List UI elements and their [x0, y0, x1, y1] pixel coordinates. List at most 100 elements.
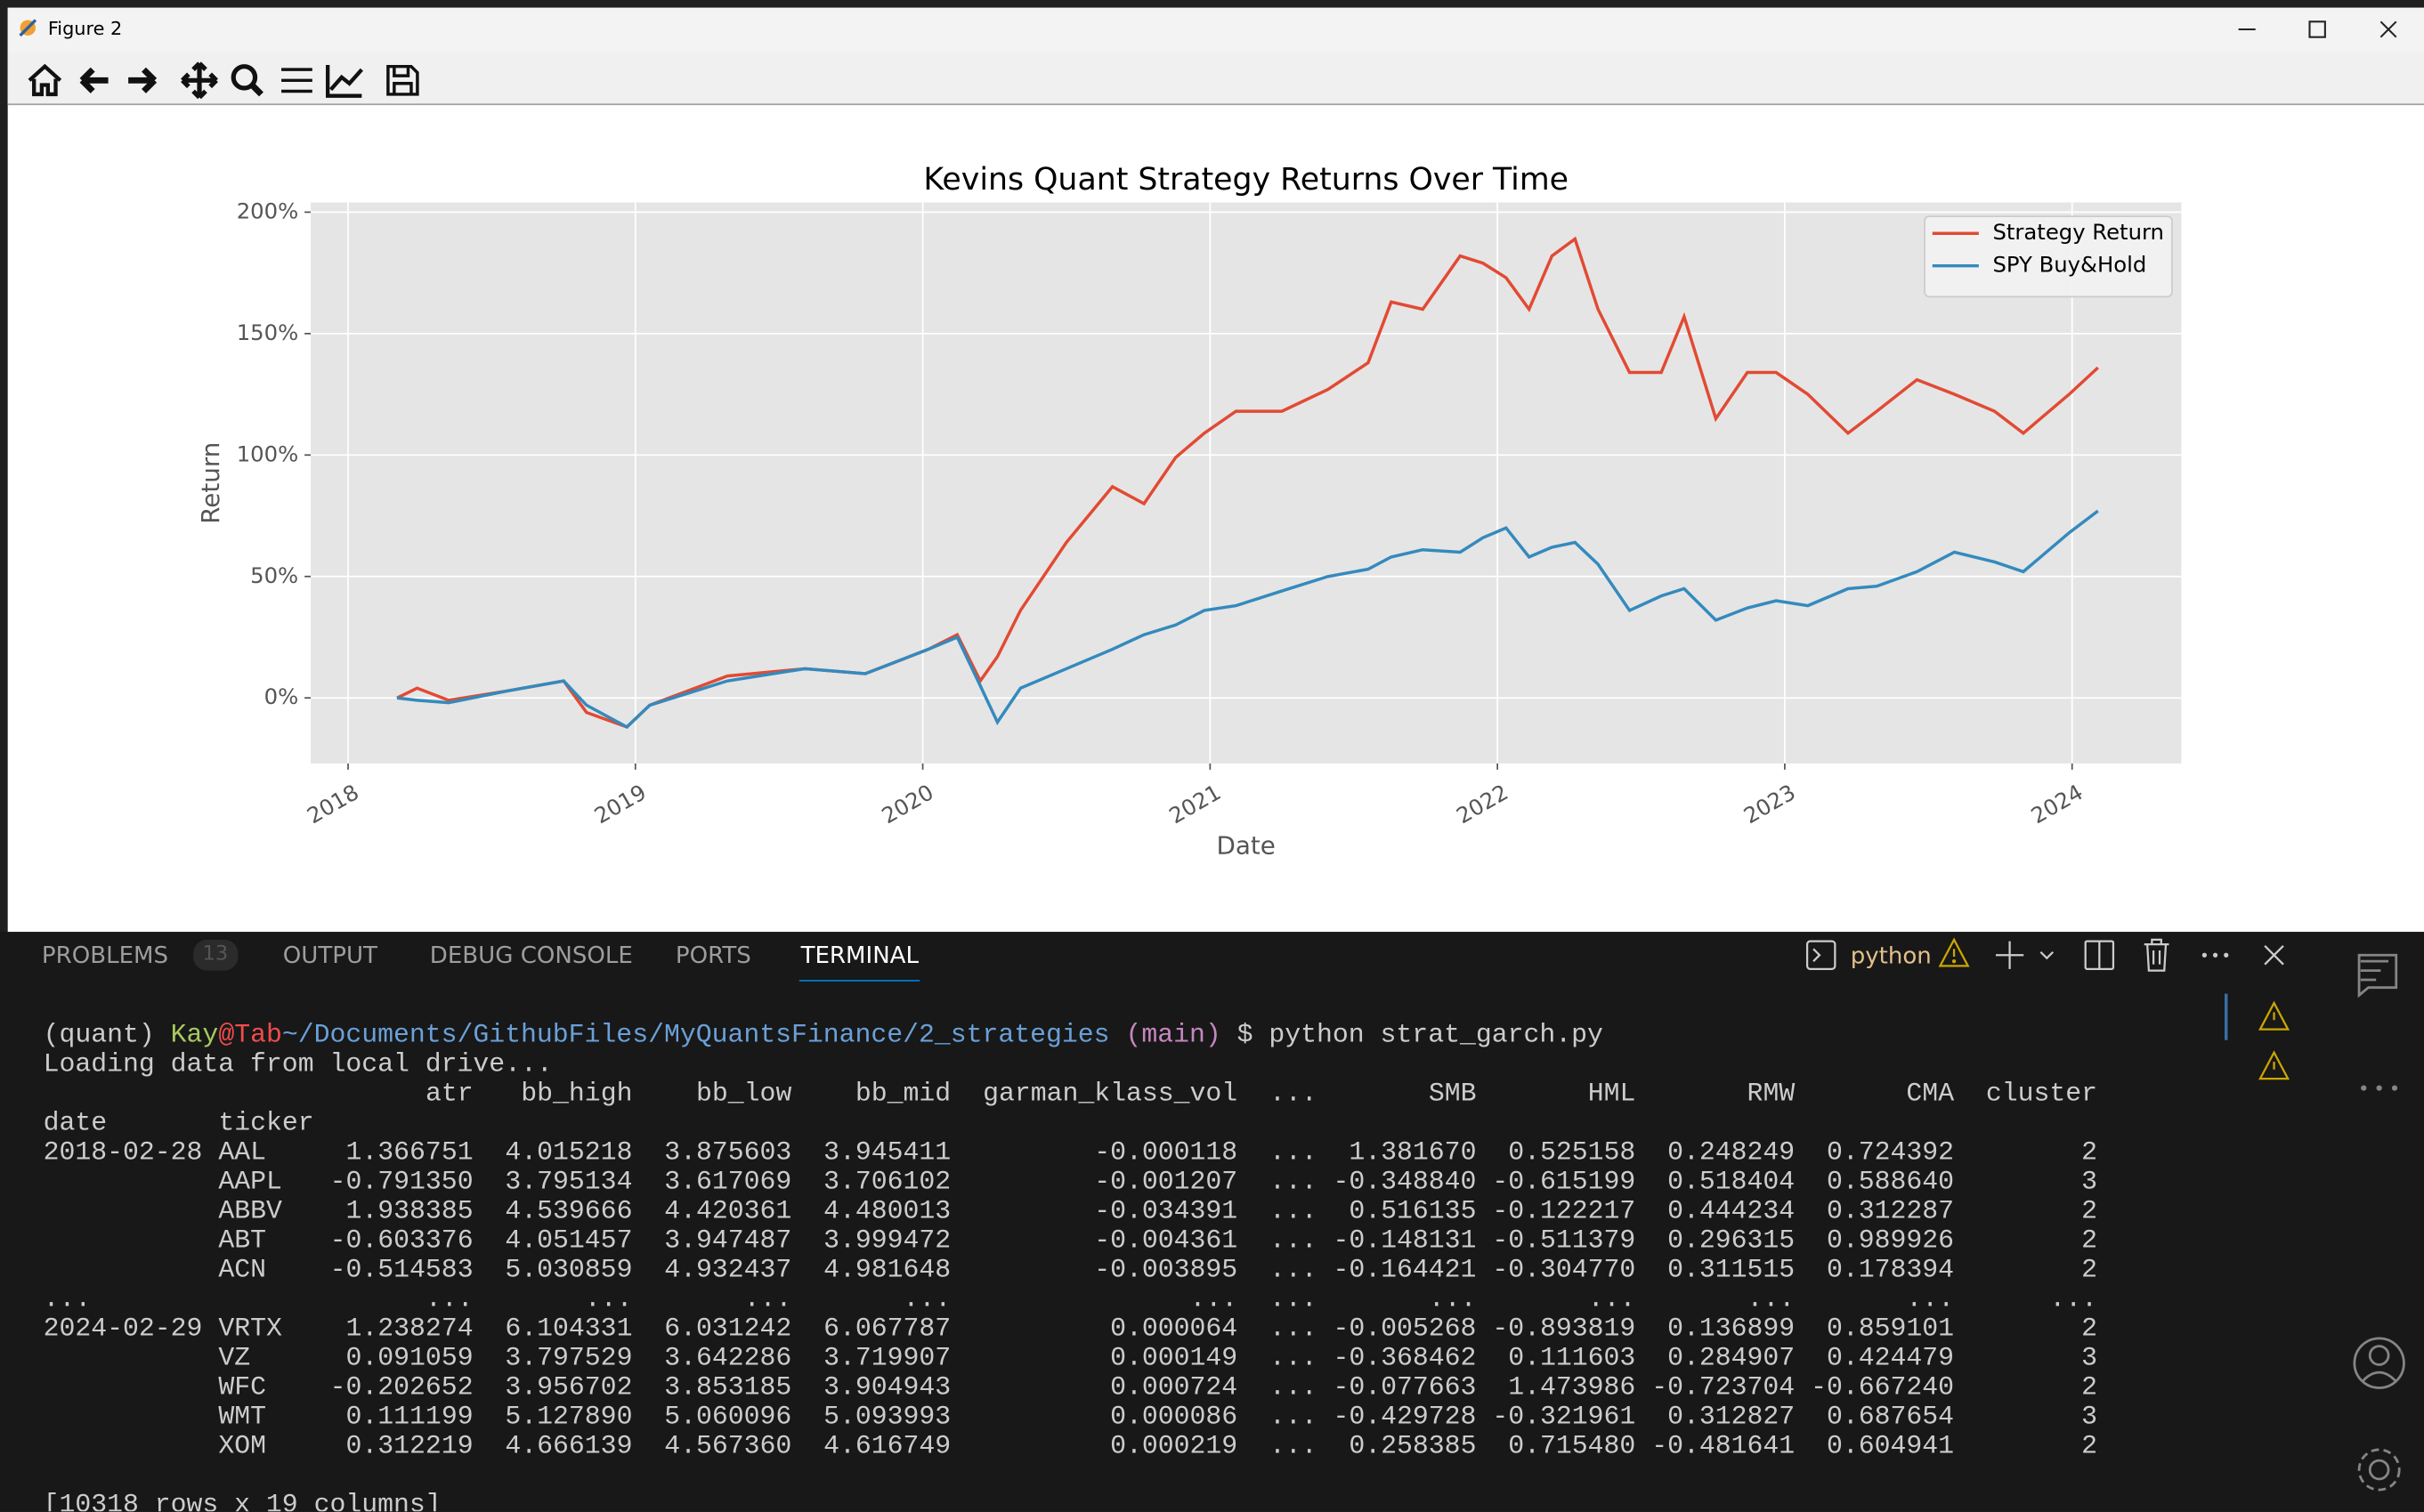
table-cell: 0.859101 — [1827, 1314, 1955, 1344]
table-cell: 6.067787 — [823, 1314, 952, 1344]
panel-tab[interactable]: DEBUG CONSOLE — [429, 941, 633, 969]
table-cell: 1.938385 — [345, 1197, 474, 1227]
table-cell: ... — [1269, 1431, 1317, 1461]
table-cell: 4.666139 — [505, 1431, 633, 1461]
table-cell: 3.719907 — [823, 1343, 952, 1373]
column-header: bb_mid — [855, 1079, 952, 1110]
table-cell: -0.304770 — [1492, 1255, 1636, 1285]
table-cell: 0.588640 — [1827, 1168, 1955, 1198]
table-cell: ... — [1269, 1284, 1317, 1314]
table-cell: 4.932437 — [664, 1255, 792, 1285]
table-cell: 5.060096 — [664, 1402, 792, 1432]
table-cell: 3.797529 — [505, 1343, 633, 1373]
row-date: ... — [43, 1284, 92, 1314]
terminal-message: Loading data from local drive... — [43, 1050, 553, 1080]
panel-tab[interactable]: OUTPUT — [282, 941, 377, 969]
table-cell: -0.003895 — [1094, 1255, 1238, 1285]
maximize-button[interactable] — [2308, 20, 2326, 38]
table-cell: 0.136899 — [1667, 1314, 1796, 1344]
index-name: date — [43, 1109, 108, 1139]
table-cell: -0.164421 — [1333, 1255, 1477, 1285]
warning-icon[interactable] — [2258, 1050, 2290, 1080]
close-panel-button[interactable] — [2264, 945, 2284, 966]
warning-icon[interactable] — [2258, 1000, 2290, 1031]
table-cell: -0.001207 — [1094, 1168, 1238, 1198]
table-cell: ... — [1269, 1314, 1317, 1344]
table-cell: 4.051457 — [505, 1226, 633, 1256]
prompt-env: (quant) — [43, 1021, 155, 1051]
table-cell: 3.642286 — [664, 1343, 792, 1373]
prompt-branch: (main) — [1125, 1021, 1221, 1051]
pan-button[interactable] — [181, 61, 218, 100]
account-icon[interactable] — [2353, 1337, 2405, 1389]
chart-title: Kevins Quant Strategy Returns Over Time — [923, 162, 1569, 198]
table-cell: -0.348840 — [1333, 1168, 1477, 1198]
panel-tab[interactable]: PROBLEMS — [41, 941, 169, 969]
table-cell: 0.715480 — [1508, 1431, 1636, 1461]
more-icon[interactable] — [2361, 1085, 2398, 1091]
row-ticker: WFC — [218, 1372, 267, 1403]
settings-icon[interactable] — [2357, 1448, 2401, 1492]
table-cell: 3.875603 — [664, 1138, 792, 1168]
panel-tab[interactable]: TERMINAL — [800, 941, 920, 969]
configure-button[interactable] — [281, 68, 312, 93]
row-ticker: VRTX — [218, 1314, 282, 1344]
table-cell: 2 — [2081, 1314, 2098, 1344]
table-cell: 4.539666 — [505, 1197, 633, 1227]
table-cell: -0.723704 — [1651, 1372, 1796, 1403]
index-header: date ticker — [0, 1109, 2327, 1138]
table-cell: 0.687654 — [1827, 1402, 1955, 1432]
table-cell: -0.004361 — [1094, 1226, 1238, 1256]
table-cell: 0.284907 — [1667, 1343, 1796, 1373]
forward-button[interactable] — [128, 67, 158, 93]
table-cell: 3 — [2081, 1402, 2098, 1432]
table-cell: 0.989926 — [1827, 1226, 1955, 1256]
zoom-button[interactable] — [231, 64, 263, 97]
prompt-command: $ python strat_garch.py — [1236, 1021, 1603, 1051]
table-row: 2018-02-28 AAL 1.366751 4.015218 3.875603 3.9… — [0, 1138, 2327, 1168]
terminal-dropdown[interactable] — [2039, 950, 2055, 960]
kill-button[interactable] — [2144, 938, 2169, 972]
chat-icon[interactable] — [2357, 953, 2398, 999]
table-cell: 0.178394 — [1827, 1255, 1955, 1285]
table-cell: 3 — [2081, 1343, 2098, 1373]
terminal-name[interactable]: python — [1851, 942, 1932, 969]
table-cell: 4.981648 — [823, 1255, 952, 1285]
table-cell: ... — [425, 1284, 474, 1314]
table-cell: 0.000064 — [1110, 1314, 1238, 1344]
table-cell: 3.795134 — [505, 1168, 633, 1198]
axes-button[interactable] — [325, 64, 363, 98]
more-button[interactable] — [2201, 952, 2229, 958]
y-tick-label: 50% — [250, 562, 298, 588]
back-button[interactable] — [79, 67, 109, 93]
table-cell: 6.104331 — [505, 1314, 633, 1344]
table-cell: ... — [1269, 1168, 1317, 1198]
index-name: ticker — [218, 1109, 314, 1139]
app-icon — [19, 19, 37, 37]
home-button[interactable] — [28, 63, 62, 97]
column-header: HML — [1587, 1079, 1636, 1110]
table-cell: 0.000149 — [1110, 1343, 1238, 1373]
table-cell: 2 — [2081, 1431, 2098, 1461]
save-button[interactable] — [386, 64, 419, 96]
table-row: ACN -0.514583 5.030859 4.932437 4.981648 -0.0… — [0, 1256, 2327, 1285]
table-cell: 0.312219 — [345, 1431, 474, 1461]
close-button[interactable] — [2379, 20, 2397, 38]
table-cell: -0.511379 — [1492, 1226, 1636, 1256]
split-button[interactable] — [2084, 940, 2115, 970]
table-cell: -0.368462 — [1333, 1343, 1477, 1373]
table-row: ABBV 1.938385 4.539666 4.420361 4.480013 -0.0… — [0, 1197, 2327, 1226]
table-row: WMT 0.111199 5.127890 5.060096 5.093993 0.000… — [0, 1403, 2327, 1432]
row-ticker: WMT — [218, 1402, 267, 1432]
new-terminal-button[interactable] — [1995, 941, 2024, 969]
table-cell: 0.000219 — [1110, 1431, 1238, 1461]
terminal-footer: [10318 rows x 19 columns] — [43, 1490, 442, 1512]
table-cell: 4.616749 — [823, 1431, 952, 1461]
panel-tab[interactable]: PORTS — [675, 941, 751, 969]
row-date: 2024-02-29 — [43, 1314, 203, 1344]
table-cell: ... — [1906, 1284, 1955, 1314]
x-axis-label: Date — [1217, 831, 1276, 861]
table-cell: ... — [1269, 1226, 1317, 1256]
table-cell: 0.111199 — [345, 1402, 474, 1432]
table-cell: 3.706102 — [823, 1168, 952, 1198]
